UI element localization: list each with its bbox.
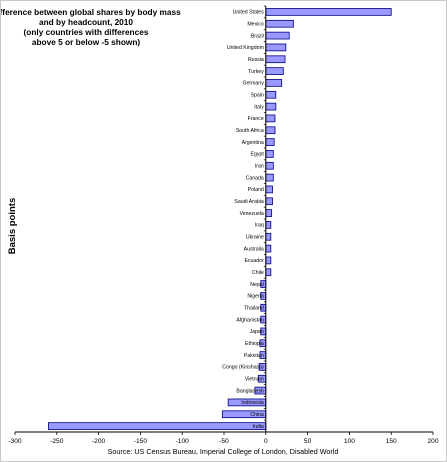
category-label: Egypt bbox=[251, 152, 265, 158]
category-label: Japan bbox=[250, 329, 264, 335]
x-tick-label: 50 bbox=[304, 438, 312, 445]
bar bbox=[265, 114, 276, 123]
category-label: Nigeria bbox=[247, 294, 264, 300]
bar bbox=[265, 173, 274, 182]
category-label: Afghanistan bbox=[236, 317, 264, 323]
bar bbox=[265, 126, 276, 135]
category-label: Spain bbox=[251, 93, 264, 99]
category-label: Nepal bbox=[250, 282, 264, 288]
bar bbox=[265, 55, 286, 64]
x-tick-label: -100 bbox=[176, 438, 190, 445]
category-label: Poland bbox=[248, 187, 264, 193]
x-tick-label: 150 bbox=[386, 438, 397, 445]
category-label: United Kingdom bbox=[227, 45, 264, 51]
category-label: Indonesia bbox=[241, 400, 264, 406]
category-label: France bbox=[248, 116, 264, 122]
bar bbox=[265, 102, 277, 111]
category-label: Canada bbox=[246, 175, 264, 181]
x-axis-label: Source: US Census Bureau, Imperial Colle… bbox=[108, 447, 339, 456]
category-label: Turkey bbox=[248, 69, 264, 75]
category-label: Ethiopia bbox=[245, 341, 264, 347]
category-label: Bangladesh bbox=[236, 388, 264, 394]
x-tick-label: 100 bbox=[344, 438, 355, 445]
bar bbox=[265, 67, 284, 75]
bar bbox=[265, 8, 392, 16]
category-label: South Africa bbox=[236, 128, 264, 134]
category-label: Pakistan bbox=[244, 353, 264, 359]
x-tick-label: 0 bbox=[264, 438, 268, 445]
category-label: Vietnam bbox=[245, 377, 264, 383]
bar bbox=[265, 150, 274, 158]
bar bbox=[265, 79, 283, 87]
category-label: Argentina bbox=[242, 140, 264, 146]
bar bbox=[265, 31, 290, 40]
chart-title-line-3: (only countries with differences bbox=[24, 27, 149, 37]
bar bbox=[265, 244, 272, 253]
category-label: Venezuela bbox=[240, 211, 264, 217]
bar bbox=[265, 209, 273, 217]
category-label: Chile bbox=[252, 270, 264, 276]
bar bbox=[265, 90, 277, 99]
category-label: Ukraine bbox=[246, 235, 264, 241]
category-label: Brazil bbox=[251, 33, 264, 39]
bar bbox=[265, 221, 272, 229]
y-axis-label: Basis points bbox=[7, 198, 18, 255]
bar bbox=[48, 422, 267, 430]
category-label: Iran bbox=[255, 164, 264, 170]
x-tick-label: -50 bbox=[219, 438, 229, 445]
category-label: India bbox=[253, 424, 264, 430]
bar bbox=[265, 268, 272, 277]
bar bbox=[265, 232, 272, 241]
bar bbox=[265, 43, 287, 52]
category-label: Ecuador bbox=[244, 258, 264, 264]
bar bbox=[265, 197, 273, 206]
chart-title-line-1: Difference between global shares by body… bbox=[1, 7, 181, 17]
chart-title-line-4: above 5 or below -5 shown) bbox=[32, 37, 141, 47]
x-tick-label: -200 bbox=[92, 438, 106, 445]
x-tick-label: -300 bbox=[8, 438, 22, 445]
bar bbox=[265, 19, 294, 28]
category-label: United States bbox=[233, 10, 265, 16]
category-label: Mexico bbox=[247, 22, 264, 28]
x-tick-label: -250 bbox=[50, 438, 64, 445]
category-label: China bbox=[250, 412, 264, 418]
category-label: Russia bbox=[248, 57, 264, 63]
category-label: Australia bbox=[244, 246, 264, 252]
category-label: Iraq bbox=[255, 223, 264, 229]
category-label: Saudi Arabia bbox=[234, 199, 264, 205]
category-label: Germany bbox=[242, 81, 264, 87]
x-tick-label: -150 bbox=[134, 438, 148, 445]
bar bbox=[265, 138, 275, 146]
x-tick-label: 200 bbox=[427, 438, 438, 445]
chart-title-line-2: and by headcount, 2010 bbox=[39, 17, 133, 27]
category-label: Congo (Kinshasa) bbox=[222, 365, 264, 371]
bar bbox=[265, 256, 272, 265]
category-label: Italy bbox=[254, 104, 264, 110]
bar bbox=[265, 161, 274, 170]
bar bbox=[265, 185, 273, 194]
category-label: Thailand bbox=[244, 306, 264, 312]
